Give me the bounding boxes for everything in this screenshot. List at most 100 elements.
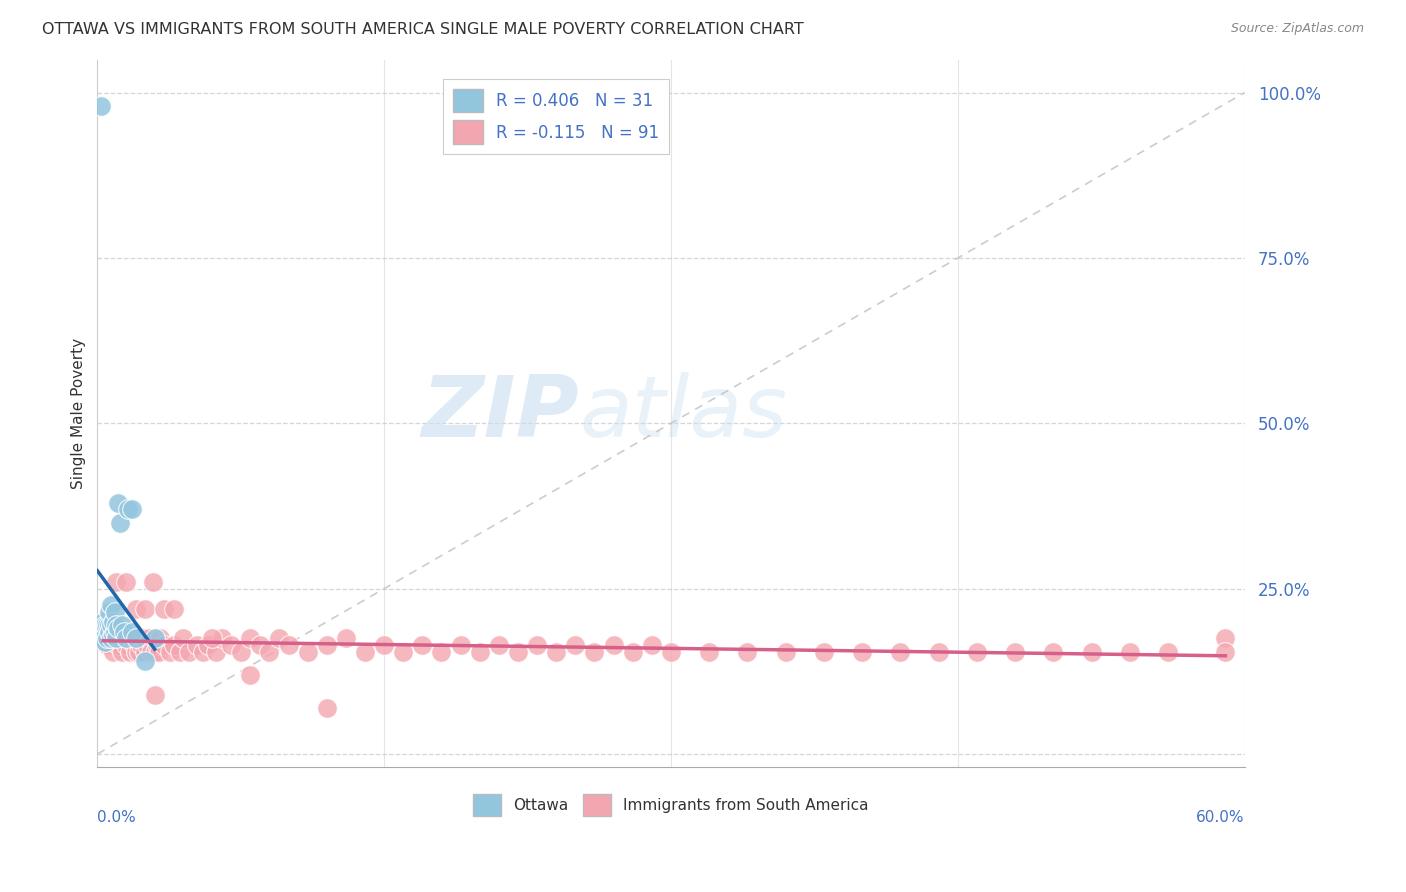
Point xyxy=(1215,644,1237,658)
Text: ZIP: ZIP xyxy=(422,372,579,455)
Point xyxy=(107,638,129,652)
Point xyxy=(101,628,124,642)
Point xyxy=(121,632,143,646)
Point xyxy=(105,618,128,632)
Point xyxy=(103,605,125,619)
Point xyxy=(110,632,132,646)
Point xyxy=(1004,644,1026,658)
Point xyxy=(94,618,117,632)
Point xyxy=(149,632,172,646)
Point xyxy=(111,618,134,632)
Point xyxy=(641,638,664,652)
Point xyxy=(889,644,911,658)
Point xyxy=(115,575,138,590)
Point xyxy=(145,638,167,652)
Point xyxy=(100,632,122,646)
Point xyxy=(219,638,242,652)
Point xyxy=(179,644,201,658)
Point xyxy=(101,615,124,629)
Point xyxy=(112,624,135,639)
Point xyxy=(468,644,491,658)
Point xyxy=(96,632,118,646)
Point xyxy=(153,601,176,615)
Point xyxy=(100,599,122,613)
Point xyxy=(249,638,271,652)
Point xyxy=(100,618,122,632)
Point xyxy=(259,644,281,658)
Point xyxy=(197,638,219,652)
Point xyxy=(115,638,138,652)
Point xyxy=(1042,644,1064,658)
Point xyxy=(201,632,224,646)
Point xyxy=(132,632,155,646)
Point xyxy=(96,618,118,632)
Point xyxy=(97,624,120,639)
Point xyxy=(297,644,319,658)
Point xyxy=(621,644,644,658)
Point xyxy=(142,575,165,590)
Point xyxy=(134,644,156,658)
Point xyxy=(91,632,114,646)
Point xyxy=(239,632,262,646)
Point xyxy=(928,644,950,658)
Point xyxy=(127,632,149,646)
Point xyxy=(148,644,170,658)
Point xyxy=(107,621,129,635)
Point xyxy=(277,638,299,652)
Point xyxy=(430,644,453,658)
Point xyxy=(117,502,139,516)
Point xyxy=(97,605,120,619)
Point xyxy=(159,644,181,658)
Legend: Ottawa, Immigrants from South America: Ottawa, Immigrants from South America xyxy=(465,787,876,823)
Text: 0.0%: 0.0% xyxy=(97,810,136,825)
Point xyxy=(169,644,191,658)
Text: OTTAWA VS IMMIGRANTS FROM SOUTH AMERICA SINGLE MALE POVERTY CORRELATION CHART: OTTAWA VS IMMIGRANTS FROM SOUTH AMERICA … xyxy=(42,22,804,37)
Point xyxy=(163,638,186,652)
Point xyxy=(122,638,145,652)
Point xyxy=(450,638,472,652)
Point xyxy=(91,632,114,646)
Point xyxy=(697,644,720,658)
Point xyxy=(90,99,112,113)
Point xyxy=(94,634,117,648)
Point xyxy=(143,688,166,702)
Point xyxy=(139,644,162,658)
Point xyxy=(110,516,132,530)
Point xyxy=(506,644,529,658)
Point xyxy=(191,644,214,658)
Point xyxy=(103,624,125,639)
Point xyxy=(124,644,146,658)
Point xyxy=(172,632,194,646)
Y-axis label: Single Male Poverty: Single Male Poverty xyxy=(72,338,86,489)
Point xyxy=(112,628,135,642)
Point xyxy=(659,644,682,658)
Text: Source: ZipAtlas.com: Source: ZipAtlas.com xyxy=(1230,22,1364,36)
Point xyxy=(111,644,134,658)
Point xyxy=(851,644,873,658)
Point xyxy=(392,644,415,658)
Point xyxy=(153,638,176,652)
Point xyxy=(97,618,120,632)
Point xyxy=(315,638,337,652)
Point xyxy=(737,644,759,658)
Point xyxy=(583,644,606,658)
Point xyxy=(546,644,568,658)
Point xyxy=(205,644,228,658)
Point xyxy=(229,644,252,658)
Point xyxy=(966,644,988,658)
Point xyxy=(411,638,433,652)
Point xyxy=(143,632,166,646)
Point xyxy=(526,638,548,652)
Point xyxy=(131,638,153,652)
Point xyxy=(105,632,128,646)
Point xyxy=(138,632,160,646)
Point xyxy=(354,644,377,658)
Point xyxy=(91,615,114,629)
Point xyxy=(239,667,262,681)
Point xyxy=(267,632,290,646)
Point xyxy=(115,632,138,646)
Point xyxy=(315,700,337,714)
Point xyxy=(373,638,395,652)
Point xyxy=(134,601,156,615)
Point xyxy=(121,502,143,516)
